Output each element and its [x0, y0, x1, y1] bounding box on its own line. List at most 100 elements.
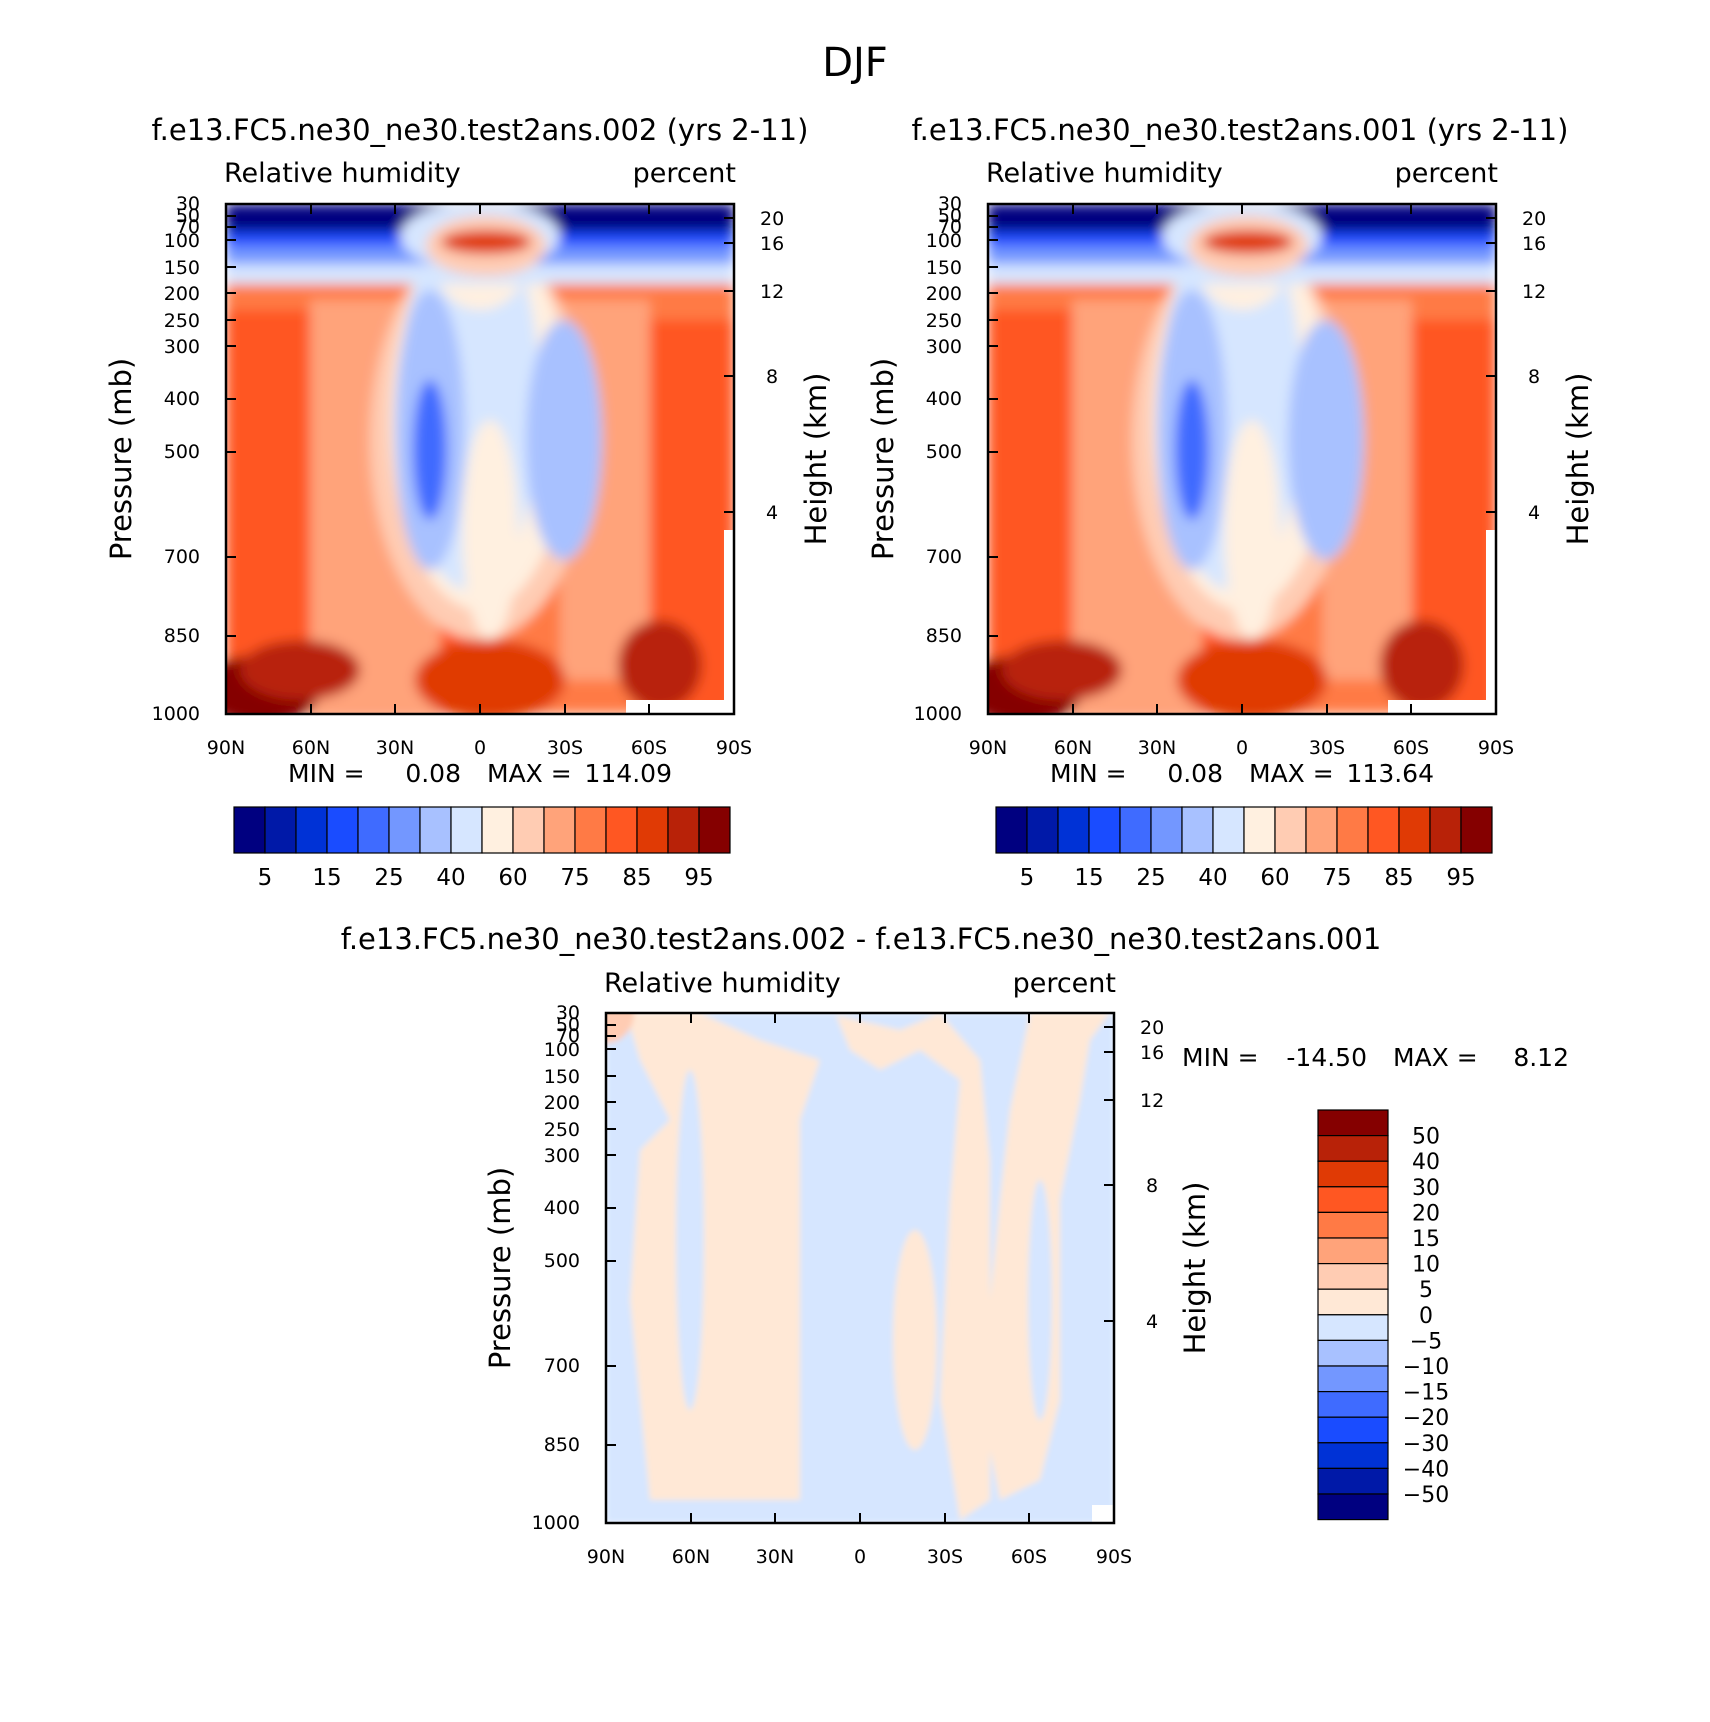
colorbar-label: 95	[684, 865, 713, 891]
colorbar-swatch	[1317, 1288, 1389, 1316]
panel-difference: f.e13.FC5.ne30_ne30.test2ans.002 - f.e13…	[341, 922, 1569, 1568]
svg-text:4: 4	[766, 502, 778, 524]
svg-text:300: 300	[926, 336, 962, 358]
svg-text:400: 400	[926, 388, 962, 410]
figure-title: DJF	[822, 40, 888, 86]
svg-text:500: 500	[164, 441, 200, 463]
colorbar-swatch	[636, 806, 669, 854]
y-axis-pressure: 30 50 70 100 150 200 250 300 400 500 700…	[532, 1002, 616, 1534]
colorbar-swatch	[1212, 806, 1245, 854]
colorbar-label: 50	[1412, 1125, 1440, 1150]
colorbar-label: 40	[436, 865, 465, 891]
colorbar-label: 20	[1412, 1201, 1440, 1226]
colorbar-swatch	[1150, 806, 1183, 854]
colorbar-label: 15	[1412, 1227, 1440, 1252]
svg-text:90S: 90S	[1096, 1546, 1132, 1568]
panel-model-002: f.e13.FC5.ne30_ne30.test2ans.002 (yrs 2-…	[104, 113, 833, 891]
colorbar-swatch	[357, 806, 390, 854]
svg-text:12: 12	[1140, 1090, 1164, 1112]
svg-text:300: 300	[544, 1145, 580, 1167]
svg-text:700: 700	[544, 1355, 580, 1377]
svg-text:100: 100	[926, 230, 962, 252]
svg-text:8: 8	[766, 366, 778, 388]
colorbar-swatch	[1398, 806, 1431, 854]
colorbar-swatch	[1026, 806, 1059, 854]
svg-text:20: 20	[1522, 208, 1546, 230]
svg-text:30S: 30S	[927, 1546, 963, 1568]
svg-text:20: 20	[760, 208, 784, 230]
svg-text:90N: 90N	[207, 737, 245, 759]
diff-field	[606, 1013, 1114, 1523]
contour-field	[226, 204, 734, 714]
colorbar-swatch	[543, 806, 576, 854]
colorbar-swatch	[1317, 1186, 1389, 1214]
units-label: percent	[633, 158, 736, 189]
y-axis-label: Pressure (mb)	[866, 358, 900, 560]
svg-text:30N: 30N	[1138, 737, 1176, 759]
svg-text:4: 4	[1528, 502, 1540, 524]
svg-text:850: 850	[926, 625, 962, 647]
contour-field	[606, 1013, 1114, 1523]
svg-text:0: 0	[854, 1546, 866, 1568]
colorbar-label: 30	[1412, 1176, 1440, 1201]
svg-text:700: 700	[926, 546, 962, 568]
colorbar-swatch	[1317, 1493, 1389, 1521]
svg-text:100: 100	[544, 1039, 580, 1061]
y-axis-label: Pressure (mb)	[483, 1167, 517, 1369]
svg-text:60N: 60N	[1054, 737, 1092, 759]
colorbar-swatch	[1317, 1442, 1389, 1470]
colorbar-swatch	[1367, 806, 1400, 854]
colorbar-swatch	[512, 806, 545, 854]
max-value: 114.09	[585, 759, 672, 788]
y2-axis-height: 20 16 12 8 4	[1104, 1017, 1164, 1333]
colorbar-label: 5	[1020, 865, 1035, 891]
svg-text:0: 0	[474, 737, 486, 759]
colorbar-label: −15	[1403, 1381, 1449, 1406]
svg-text:12: 12	[1522, 281, 1546, 303]
colorbar-label: 40	[1412, 1150, 1440, 1175]
svg-text:150: 150	[544, 1066, 580, 1088]
svg-text:200: 200	[544, 1092, 580, 1114]
colorbar-swatch	[1317, 1237, 1389, 1265]
svg-text:90N: 90N	[969, 737, 1007, 759]
svg-text:850: 850	[164, 625, 200, 647]
colorbar-swatch	[326, 806, 359, 854]
svg-text:50: 50	[176, 205, 200, 227]
colorbar-label: −30	[1403, 1432, 1449, 1457]
colorbar: 5 15 25 40 60 75 85 95	[233, 806, 731, 891]
colorbar-swatch	[1317, 1109, 1389, 1137]
colorbar-swatch	[698, 806, 731, 854]
svg-text:70: 70	[556, 1025, 580, 1047]
svg-text:250: 250	[926, 310, 962, 332]
svg-text:50: 50	[938, 205, 962, 227]
svg-text:250: 250	[544, 1119, 580, 1141]
colorbar-swatch	[1429, 806, 1462, 854]
panel-title: f.e13.FC5.ne30_ne30.test2ans.002 (yrs 2-…	[152, 113, 809, 147]
min-value: -14.50	[1286, 1043, 1367, 1072]
svg-text:60N: 60N	[292, 737, 330, 759]
colorbar-label: 75	[560, 865, 589, 891]
colorbar-swatch	[1336, 806, 1369, 854]
colorbar-label: 5	[258, 865, 273, 891]
svg-text:1000: 1000	[532, 1512, 580, 1534]
svg-text:30S: 30S	[547, 737, 583, 759]
y2-axis-height: 20 16 12 8 4	[1486, 208, 1546, 524]
colorbar-label: 95	[1446, 865, 1475, 891]
svg-text:30: 30	[556, 1002, 580, 1024]
colorbar-label: −40	[1403, 1457, 1449, 1482]
svg-text:16: 16	[1140, 1042, 1164, 1064]
colorbar-swatch	[1317, 1390, 1389, 1418]
svg-text:30N: 30N	[756, 1546, 794, 1568]
contour-field	[988, 204, 1496, 714]
variable-label: Relative humidity	[604, 968, 841, 999]
colorbar-swatch	[1460, 806, 1493, 854]
svg-text:200: 200	[164, 283, 200, 305]
colorbar-swatch	[1305, 806, 1338, 854]
svg-text:4: 4	[1146, 1311, 1158, 1333]
svg-text:500: 500	[544, 1250, 580, 1272]
max-label: MAX =	[1393, 1043, 1478, 1072]
colorbar-swatch	[1057, 806, 1090, 854]
colorbar-swatch	[1317, 1467, 1389, 1495]
colorbar-swatch	[450, 806, 483, 854]
svg-text:16: 16	[760, 233, 784, 255]
